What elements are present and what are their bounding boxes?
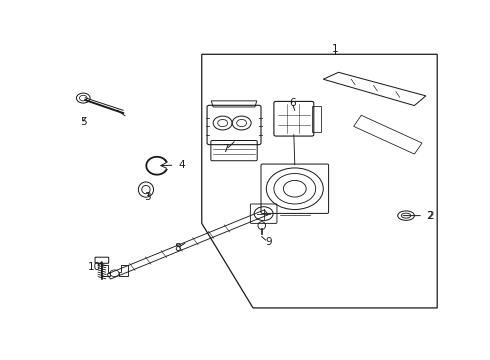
Text: 8: 8 <box>174 243 180 253</box>
Text: 9: 9 <box>265 237 271 247</box>
Text: 4: 4 <box>178 160 185 170</box>
Text: 3: 3 <box>145 192 151 202</box>
Text: 6: 6 <box>290 98 296 108</box>
Text: 1: 1 <box>331 44 338 54</box>
Text: 7: 7 <box>222 144 229 154</box>
Text: 2: 2 <box>403 211 433 221</box>
Text: 10: 10 <box>88 262 101 272</box>
Text: 5: 5 <box>80 117 87 127</box>
Text: 2: 2 <box>427 211 434 221</box>
